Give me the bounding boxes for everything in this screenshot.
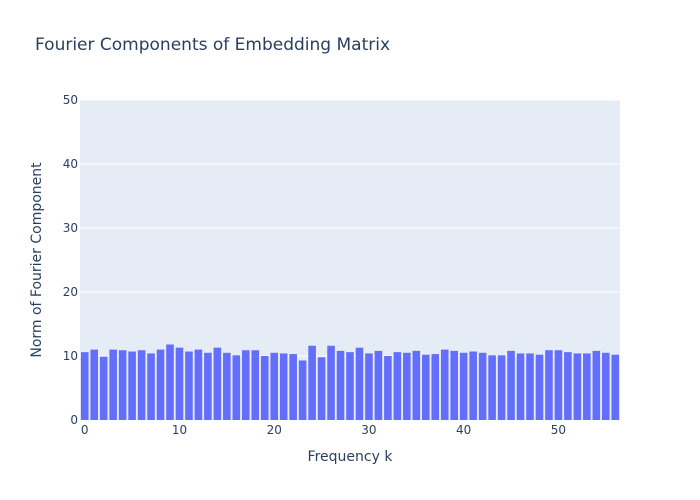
bar[interactable] bbox=[365, 353, 373, 420]
y-tick-label: 20 bbox=[63, 285, 78, 299]
bar[interactable] bbox=[611, 354, 620, 420]
bar[interactable] bbox=[90, 349, 98, 420]
y-tick-label: 40 bbox=[63, 157, 78, 171]
y-tick-label: 50 bbox=[63, 93, 78, 107]
bar[interactable] bbox=[109, 349, 117, 420]
bar[interactable] bbox=[573, 353, 582, 420]
bar[interactable] bbox=[242, 350, 250, 420]
bar[interactable] bbox=[450, 350, 458, 420]
bar[interactable] bbox=[137, 350, 146, 420]
bar[interactable] bbox=[478, 352, 487, 420]
x-tick-label: 10 bbox=[172, 423, 187, 437]
y-tick-label: 0 bbox=[70, 413, 78, 427]
bar[interactable] bbox=[166, 344, 174, 420]
x-tick-label: 30 bbox=[361, 423, 376, 437]
bar[interactable] bbox=[507, 350, 515, 420]
bar[interactable] bbox=[602, 352, 610, 420]
bar[interactable] bbox=[204, 352, 212, 420]
bar[interactable] bbox=[564, 352, 572, 420]
bar[interactable] bbox=[185, 351, 193, 420]
x-axis-title: Frequency k bbox=[308, 449, 394, 465]
bar[interactable] bbox=[128, 351, 136, 420]
x-tick-label: 50 bbox=[551, 423, 566, 437]
bar[interactable] bbox=[431, 354, 440, 420]
bar[interactable] bbox=[289, 354, 297, 420]
x-tick-label: 0 bbox=[81, 423, 89, 437]
y-axis-title: Norm of Fourier Component bbox=[29, 162, 45, 358]
bar[interactable] bbox=[147, 353, 155, 420]
tick-layer: 0 10 20 30 40 50 0 10 20 30 40 50 bbox=[63, 93, 566, 437]
bar[interactable] bbox=[223, 352, 231, 420]
bar[interactable] bbox=[422, 354, 430, 420]
bar[interactable] bbox=[403, 352, 411, 420]
x-tick-label: 20 bbox=[267, 423, 282, 437]
bar[interactable] bbox=[554, 350, 563, 420]
bar[interactable] bbox=[535, 354, 544, 420]
bar[interactable] bbox=[80, 352, 89, 420]
bar[interactable] bbox=[488, 355, 496, 420]
bar[interactable] bbox=[393, 352, 402, 420]
bar[interactable] bbox=[459, 352, 468, 420]
bar[interactable] bbox=[336, 350, 345, 420]
bar[interactable] bbox=[118, 350, 127, 420]
bar[interactable] bbox=[374, 350, 383, 420]
bar[interactable] bbox=[317, 357, 326, 420]
bar[interactable] bbox=[592, 350, 601, 420]
bar[interactable] bbox=[175, 347, 184, 420]
bar[interactable] bbox=[412, 350, 421, 420]
y-tick-label: 30 bbox=[63, 221, 78, 235]
bar-layer bbox=[80, 344, 620, 420]
bar[interactable] bbox=[260, 356, 269, 420]
bar[interactable] bbox=[279, 353, 288, 420]
y-tick-label: 10 bbox=[63, 349, 78, 363]
chart-title: Fourier Components of Embedding Matrix bbox=[35, 35, 390, 55]
bar[interactable] bbox=[497, 355, 506, 420]
bar[interactable] bbox=[251, 350, 260, 420]
bar[interactable] bbox=[384, 356, 392, 420]
bar[interactable] bbox=[156, 349, 165, 420]
bar[interactable] bbox=[194, 349, 203, 420]
bar[interactable] bbox=[213, 347, 222, 420]
bar[interactable] bbox=[99, 356, 108, 420]
x-tick-label: 40 bbox=[456, 423, 471, 437]
bar[interactable] bbox=[327, 345, 335, 420]
bar[interactable] bbox=[516, 353, 525, 420]
bar[interactable] bbox=[545, 350, 553, 420]
bar[interactable] bbox=[355, 347, 364, 420]
bar[interactable] bbox=[232, 355, 241, 420]
bar[interactable] bbox=[298, 360, 307, 420]
bar[interactable] bbox=[526, 353, 534, 420]
bar[interactable] bbox=[346, 352, 354, 420]
bar[interactable] bbox=[308, 345, 316, 420]
bar[interactable] bbox=[270, 352, 278, 420]
bar[interactable] bbox=[440, 349, 449, 420]
bar[interactable] bbox=[469, 351, 477, 420]
bar[interactable] bbox=[583, 353, 591, 420]
